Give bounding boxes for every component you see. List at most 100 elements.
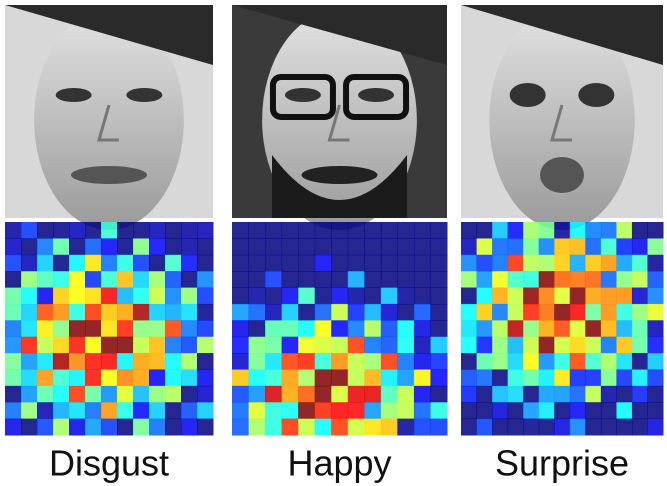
heatmap-cell: [508, 304, 524, 321]
heatmap-cell: [181, 238, 198, 255]
heatmap-cell: [232, 402, 249, 419]
heatmap-cell: [461, 402, 477, 419]
heatmap-cell: [539, 238, 555, 255]
panel-label: Disgust: [49, 443, 169, 484]
heatmap-cell: [508, 353, 524, 370]
eye: [285, 88, 321, 102]
heatmap-cell: [554, 369, 570, 386]
heatmap-cell: [616, 337, 632, 354]
heatmap-cell: [265, 288, 282, 305]
heatmap-cell: [647, 222, 663, 239]
heatmap-cell: [53, 288, 70, 305]
heatmap-cell: [632, 238, 648, 255]
heatmap-cell: [570, 402, 586, 419]
heatmap-cell: [101, 255, 118, 272]
heatmap-cell: [133, 386, 150, 403]
heatmap-cell: [364, 255, 381, 272]
heatmap-cell: [508, 288, 524, 305]
heatmap-cell: [315, 238, 332, 255]
heatmap-cell: [181, 369, 198, 386]
heatmap-cell: [570, 238, 586, 255]
heatmap-cell: [21, 288, 38, 305]
heatmap-cell: [364, 288, 381, 305]
heatmap-cell: [265, 402, 282, 419]
heatmap-cell: [249, 238, 266, 255]
heatmap-cell: [298, 402, 315, 419]
heatmap-cell: [197, 353, 214, 370]
heatmap-cell: [397, 419, 414, 436]
heatmap-cell: [37, 337, 54, 354]
heatmap-cell: [632, 255, 648, 272]
heatmap-cell: [570, 419, 586, 436]
heatmap-cell: [117, 369, 134, 386]
heatmap-cell: [616, 386, 632, 403]
heatmap-cell: [397, 369, 414, 386]
heatmap-cell: [647, 337, 663, 354]
heatmap-cell: [149, 386, 166, 403]
heatmap-cell: [381, 320, 398, 337]
heatmap-cell: [133, 320, 150, 337]
heatmap-cell: [265, 222, 282, 239]
heatmap-cell: [632, 271, 648, 288]
heatmap-cell: [570, 304, 586, 321]
heatmap-cell: [117, 386, 134, 403]
heatmap-cell: [492, 419, 508, 436]
heatmap-cell: [492, 386, 508, 403]
heatmap-cell: [616, 238, 632, 255]
heatmap-cell: [477, 337, 493, 354]
heatmap-cell: [397, 304, 414, 321]
heatmap-cell: [477, 386, 493, 403]
heatmap-cell: [601, 402, 617, 419]
heatmap-cell: [85, 320, 102, 337]
heatmap-cell: [554, 419, 570, 436]
heatmap-cell: [364, 369, 381, 386]
heatmap-cell: [539, 402, 555, 419]
heatmap-cell: [53, 320, 70, 337]
heatmap-cell: [265, 320, 282, 337]
heatmap-cell: [348, 222, 365, 239]
heatmap-cell: [37, 353, 54, 370]
heatmap-cell: [282, 337, 299, 354]
heatmap-cell: [585, 369, 601, 386]
heatmap-cell: [53, 402, 70, 419]
heatmap-cell: [21, 386, 38, 403]
heatmap-cell: [298, 255, 315, 272]
heatmap-cell: [430, 386, 447, 403]
heatmap-cell: [348, 402, 365, 419]
heatmap-cell: [85, 304, 102, 321]
heatmap-cell: [647, 369, 663, 386]
heatmap-cell: [315, 369, 332, 386]
heatmap-cell: [149, 304, 166, 321]
heatmap-cell: [149, 288, 166, 305]
heatmap-cell: [37, 320, 54, 337]
heatmap-cell: [430, 271, 447, 288]
heatmap-cell: [197, 222, 214, 239]
heatmap-cell: [265, 353, 282, 370]
heatmap-cell: [601, 255, 617, 272]
heatmap-cell: [554, 288, 570, 305]
heatmap-cell: [331, 255, 348, 272]
heatmap-cell: [430, 222, 447, 239]
heatmap-cell: [331, 386, 348, 403]
heatmap-cell: [197, 288, 214, 305]
heatmap-cell: [570, 271, 586, 288]
heatmap-cell: [298, 369, 315, 386]
heatmap-cell: [477, 353, 493, 370]
heatmap-cell: [298, 337, 315, 354]
heatmap-cell: [53, 238, 70, 255]
heatmap-cell: [197, 255, 214, 272]
heatmap-cell: [5, 288, 22, 305]
heatmap-cell: [133, 419, 150, 436]
heatmap-cell: [601, 288, 617, 305]
heatmap-cell: [632, 419, 648, 436]
heatmap-cell: [477, 320, 493, 337]
heatmap-cell: [397, 222, 414, 239]
heatmap-cell: [265, 304, 282, 321]
heatmap-cell: [5, 271, 22, 288]
heatmap-cell: [647, 320, 663, 337]
heatmap-cell: [331, 320, 348, 337]
heatmap-cell: [585, 386, 601, 403]
heatmap-cell: [315, 320, 332, 337]
heatmap-cell: [601, 369, 617, 386]
heatmap-cell: [265, 271, 282, 288]
